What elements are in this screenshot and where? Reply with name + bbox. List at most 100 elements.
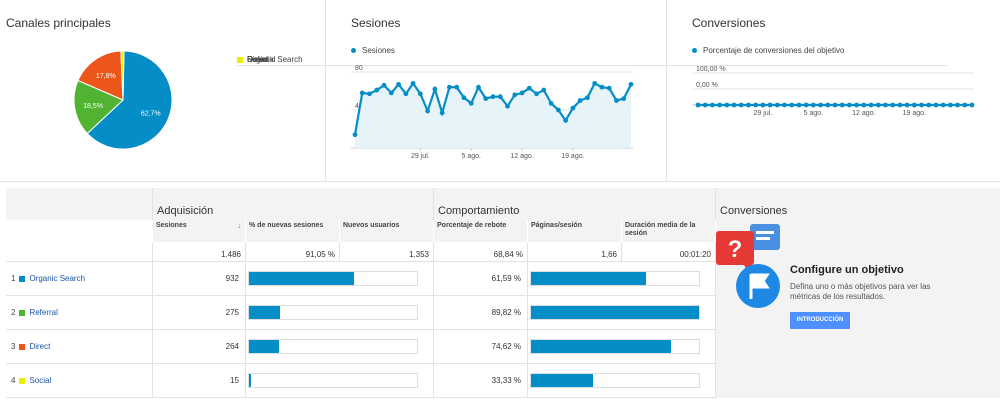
legend-dot-icon [351,48,356,53]
data-point [563,118,569,123]
y-tick-label: 80 [355,65,363,72]
channels-table-section: Adquisición Comportamiento Sesiones ↓ % d… [0,188,1000,409]
data-point [832,102,838,108]
pie-slice-label: 17,8% [96,73,116,80]
data-point [592,81,598,86]
bounce-bar-track [530,373,700,388]
bounce-value: 74,62 % [434,330,528,363]
channel-link[interactable]: Social [29,376,52,385]
data-point [359,90,365,96]
totals-new-sessions: 91,05 % [246,242,340,262]
channels-table: Adquisición Comportamiento Sesiones ↓ % d… [6,188,716,398]
legend-swatch-icon [237,56,243,63]
data-point [926,102,932,108]
table-row: 4 Social 15 33,33 % [6,364,716,398]
new-sessions-column-header[interactable]: % de nuevas sesiones [246,220,340,242]
data-point [432,86,438,92]
x-tick-label: 12 ago. [852,110,875,117]
data-point [454,84,460,90]
goal-setup-panel: Conversiones ? Configure un objetivo Def… [716,188,1000,398]
data-point [468,100,474,106]
channel-cell: 3 Direct [6,330,153,363]
channel-link[interactable]: Organic Search [29,274,86,283]
flag-icon [749,273,770,299]
bounce-value: 89,82 % [434,296,528,329]
row-number: 1 [11,274,16,283]
pie-slice [73,79,124,135]
pages-column-header[interactable]: Páginas/sesión [528,220,622,242]
series-area [355,83,631,148]
data-point [526,85,532,91]
channels-panel: Canales principales 62,7% 18,5% 17,8% Orga… [0,0,947,182]
table-row: 1 Organic Search 932 61,59 % [6,262,716,296]
sessions-bar [249,340,279,353]
data-point [803,102,809,108]
data-point [374,87,380,93]
sessions-bar [249,374,251,387]
sessions-title: Sesiones [351,16,401,30]
list-line-2 [756,237,770,240]
channel-cell: 4 Social [6,364,153,397]
acquisition-group-header: Adquisición [153,188,434,220]
data-point [570,105,576,111]
channel-cell: 1 Organic Search [6,262,153,295]
new-users-column-header[interactable]: Nuevos usuarios [340,220,434,242]
duration-column-header[interactable]: Duración media de la sesión [622,220,716,242]
data-point [911,102,917,108]
data-point [810,102,816,108]
data-point [969,102,975,108]
data-point [447,84,452,90]
duration-header-label: Duración media de la sesión [625,222,696,237]
data-point [847,102,852,108]
channel-swatch-icon [19,343,26,350]
introduction-button[interactable]: INTRODUCCIÓN [790,312,850,329]
x-tick-label: 5 ago. [804,110,824,117]
channel-link[interactable]: Direct [29,342,51,351]
channel-link[interactable]: Referral [29,308,58,317]
row-number: 2 [11,308,16,317]
sessions-bar-cell [246,262,434,295]
data-point [548,100,554,106]
channel-column-header [6,220,153,242]
data-point [955,102,960,108]
data-point [738,102,744,108]
data-point [403,91,409,97]
bounce-header-label: Porcentaje de rebote [437,222,507,229]
sessions-bar [249,272,355,285]
conversions-line-chart[interactable]: 100,00 % 0,00 % 29 jul. 5 ago. 12 ago. 19 ago… [668,0,1000,182]
conversions-group-header: Conversiones [720,205,788,217]
data-point [868,102,874,108]
legend-dot-icon [692,48,697,53]
data-point [621,96,627,101]
bounce-value: 61,59 % [434,262,528,295]
pie-slice [120,50,125,101]
data-point [854,102,860,108]
row-number: 3 [11,342,16,351]
data-point [875,102,881,108]
legend-label: Direct [247,55,268,64]
sessions-bar-cell [246,330,434,363]
data-point [396,81,401,87]
channels-pie-chart: 62,7% 18,5% 17,8% [73,50,173,150]
sort-descending-icon[interactable]: ↓ [237,223,242,230]
new-sessions-header-label: % de nuevas sesiones [249,222,324,229]
bounce-bar-track [530,271,700,286]
data-point [962,102,968,108]
conversions-title: Conversiones [692,16,766,30]
bounce-bar [531,272,647,285]
sessions-panel: Sesiones Sesiones 80 40 29 jul. 5 ago. 12 ag… [327,0,667,182]
sessions-legend-label: Sesiones [362,46,395,55]
totals-pages: 1,66 [528,242,622,262]
sessions-column-header[interactable]: Sesiones ↓ [153,220,246,242]
bounce-column-header[interactable]: Porcentaje de rebote [434,220,528,242]
data-point [519,90,525,96]
channel-swatch-icon [19,377,26,384]
conversions-legend-label: Porcentaje de conversiones del objetivo [703,46,845,55]
data-point [585,95,590,101]
sessions-legend: Sesiones [351,46,395,55]
legend-label: Social [247,55,269,64]
sessions-header-label: Sesiones [156,222,187,229]
goal-heading: Configure un objetivo [790,264,904,276]
table-row: 2 Referral 275 89,82 % [6,296,716,330]
